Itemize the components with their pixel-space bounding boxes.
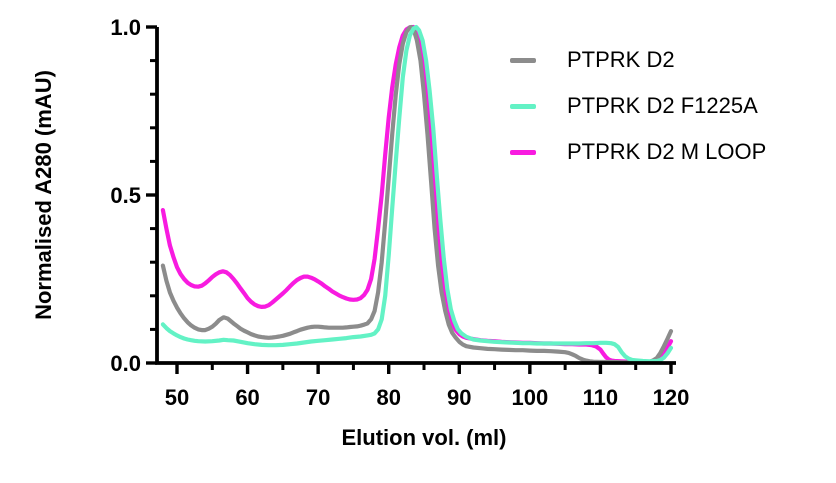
y-tick-label: 0.5 bbox=[110, 183, 141, 208]
y-tick-label: 1.0 bbox=[110, 15, 141, 40]
x-tick-label: 100 bbox=[511, 385, 548, 410]
x-tick-label: 90 bbox=[447, 385, 471, 410]
legend: PTPRK D2 PTPRK D2 F1225A PTPRK D2 M LOOP bbox=[510, 46, 766, 184]
x-axis-title: Elution vol. (ml) bbox=[341, 425, 507, 450]
x-tick-label: 70 bbox=[306, 385, 330, 410]
legend-label-ptprk-d2-f1225a: PTPRK D2 F1225A bbox=[567, 93, 758, 118]
series-line-ptprk-d2 bbox=[160, 24, 674, 365]
legend-swatch-ptprk-d2 bbox=[510, 57, 536, 63]
x-tick-label: 120 bbox=[653, 385, 690, 410]
legend-item-ptprk-d2-f1225a: PTPRK D2 F1225A bbox=[510, 92, 766, 120]
x-tick-label: 110 bbox=[583, 385, 619, 410]
x-tick-label: 50 bbox=[165, 385, 189, 410]
x-tick-label: 80 bbox=[376, 385, 400, 410]
series-line-ptprk-d2-f1225a bbox=[160, 24, 674, 364]
legend-item-ptprk-d2: PTPRK D2 bbox=[510, 46, 766, 74]
legend-item-ptprk-d2-m-loop: PTPRK D2 M LOOP bbox=[510, 138, 766, 166]
legend-label-ptprk-d2-m-loop: PTPRK D2 M LOOP bbox=[567, 139, 767, 164]
legend-swatch-ptprk-d2-m-loop bbox=[510, 149, 536, 155]
y-axis-title: Normalised A280 (mAU) bbox=[31, 70, 56, 320]
legend-label-ptprk-d2: PTPRK D2 bbox=[567, 47, 675, 72]
legend-swatch-ptprk-d2-f1225a bbox=[510, 103, 536, 109]
x-tick-label: 60 bbox=[235, 385, 259, 410]
y-tick-label: 0.0 bbox=[110, 351, 141, 376]
